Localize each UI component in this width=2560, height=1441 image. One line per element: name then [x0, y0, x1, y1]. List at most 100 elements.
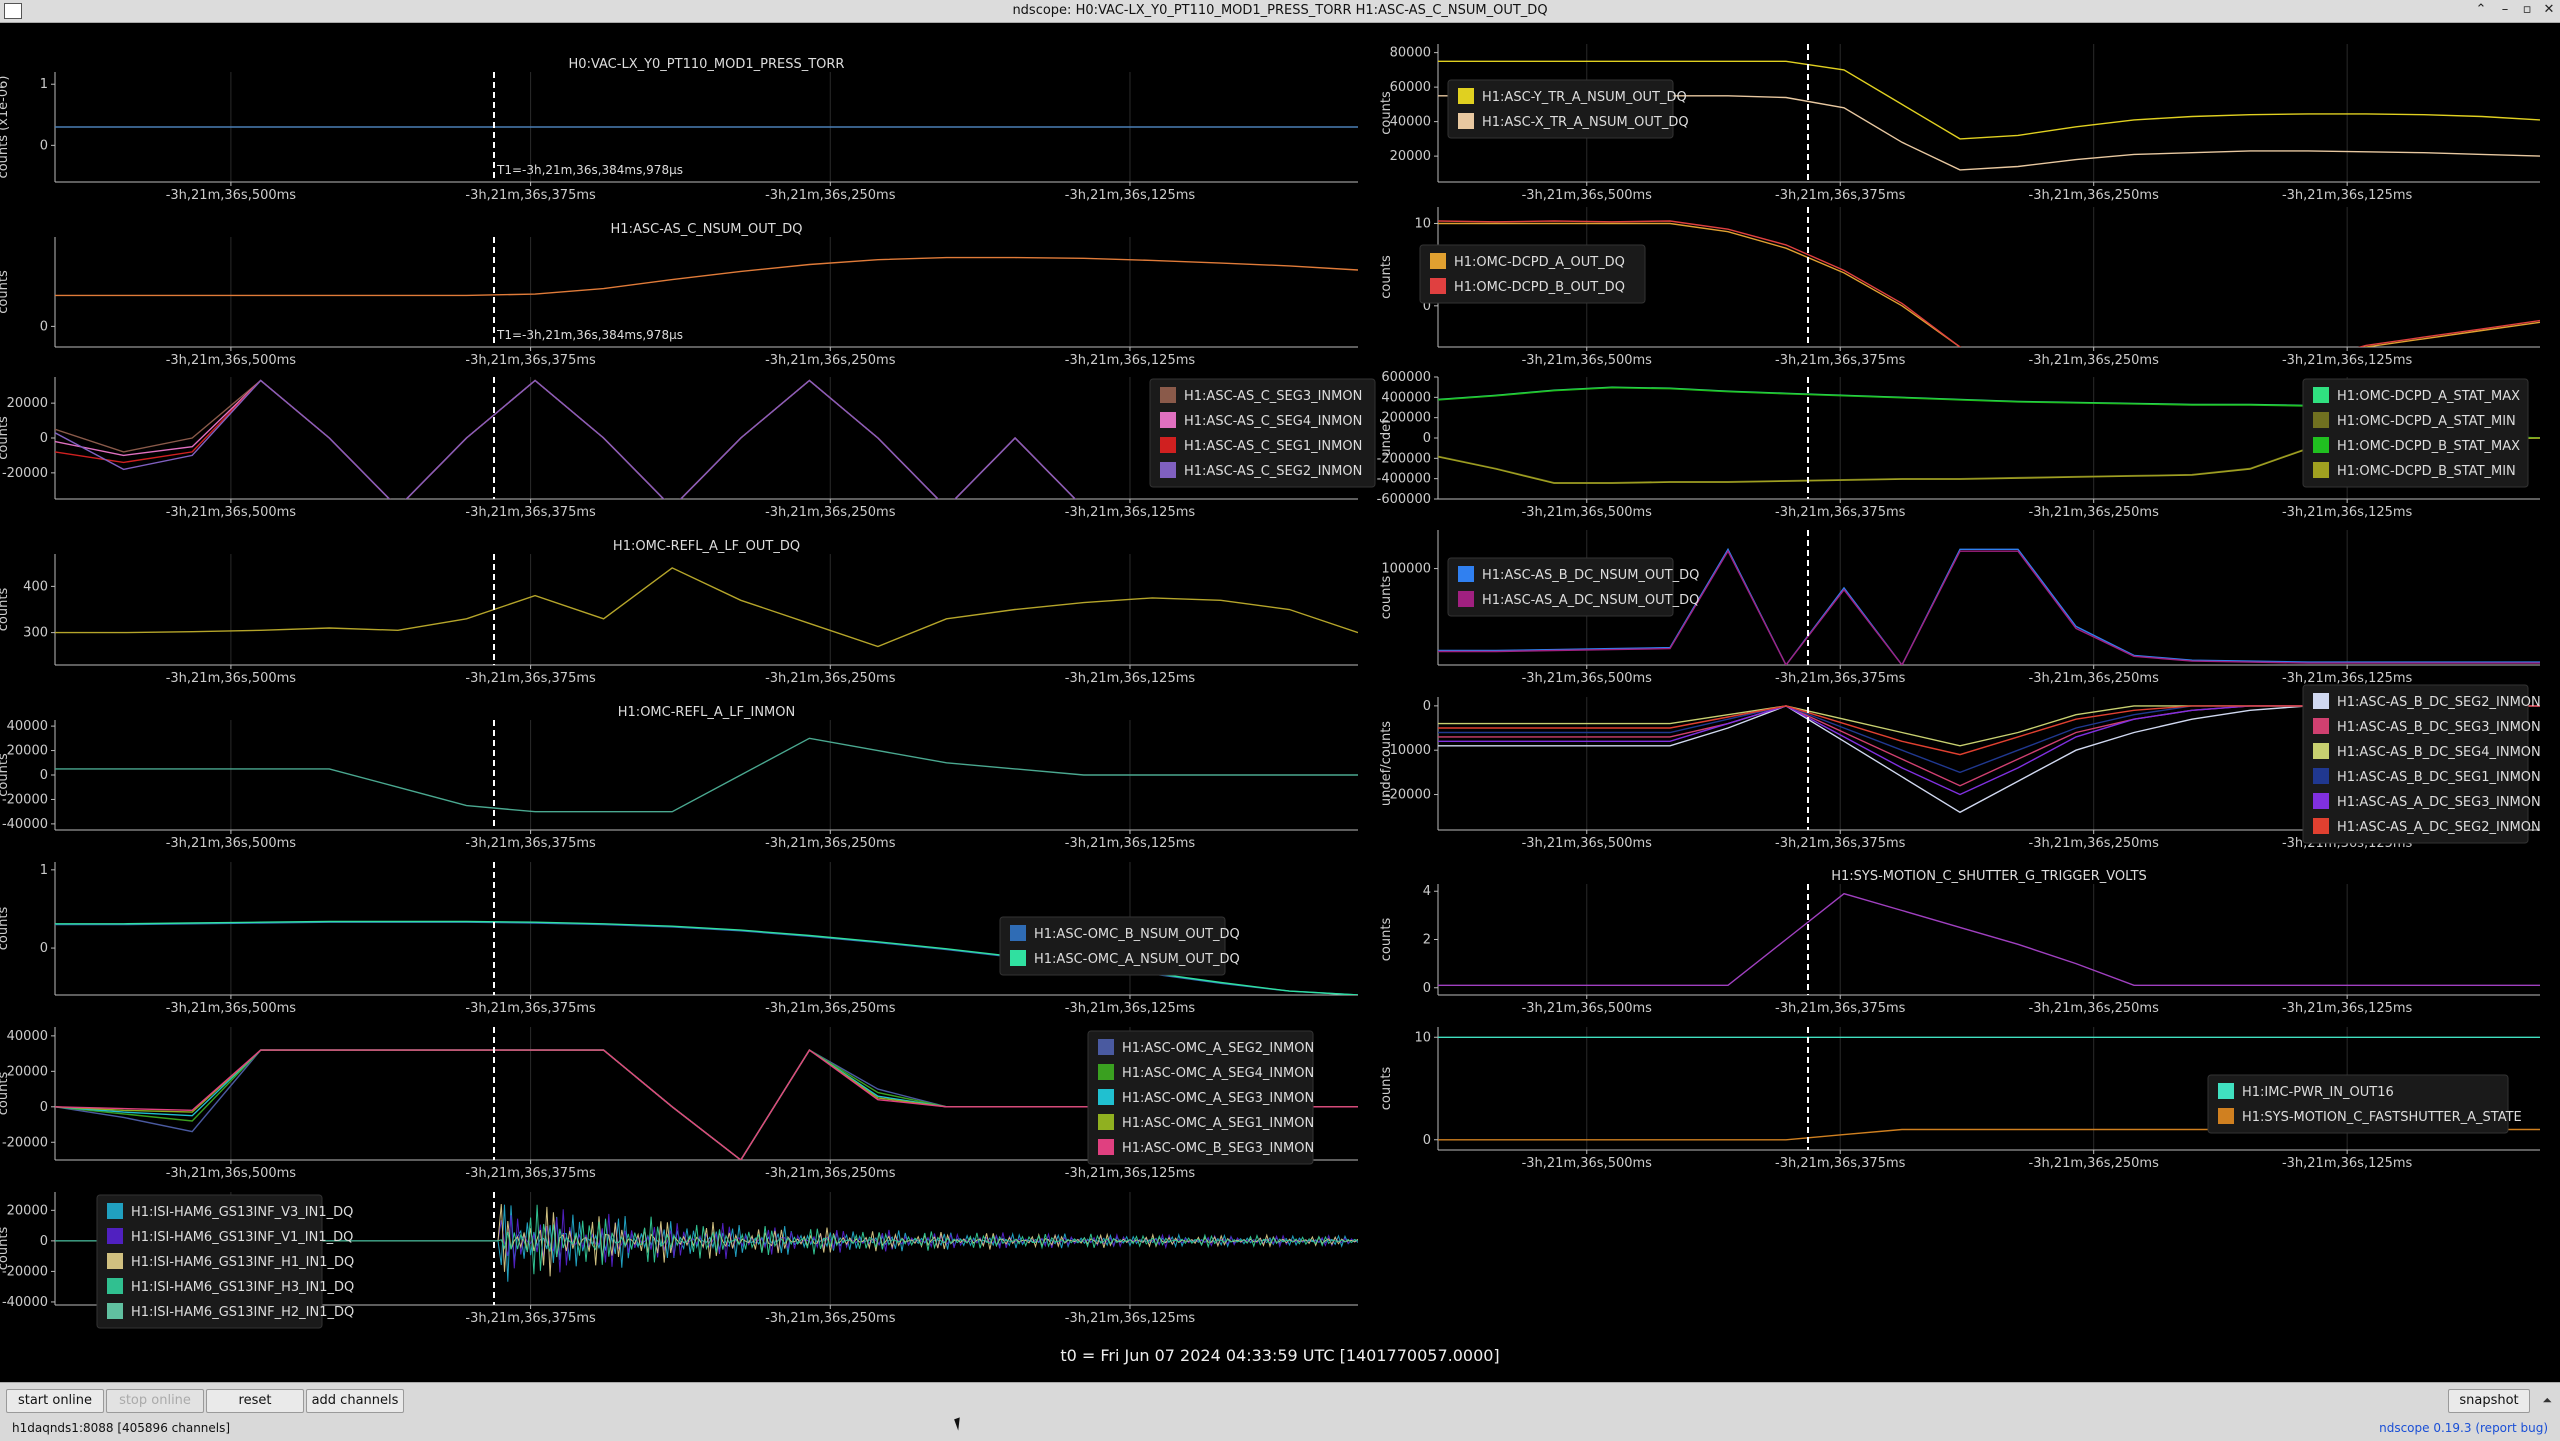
y-tick-label: 300 — [23, 626, 48, 641]
minimize-button[interactable]: – — [2501, 2, 2509, 17]
maximize-button[interactable]: ▫ — [2522, 2, 2532, 17]
plot-p4[interactable]: -3h,21m,36s,500ms -3h,21m,36s,375ms -3h,21… — [0, 539, 1358, 686]
y-tick-label: 10 — [1414, 216, 1431, 231]
legend[interactable]: H1:ASC-AS_B_DC_SEG2_INMON H1:ASC-AS_B_DC_… — [2302, 684, 2541, 844]
legend-entry: H1:ASC-OMC_A_SEG2_INMON — [1122, 1041, 1314, 1056]
series-line-0 — [1438, 222, 2540, 347]
x-tick-label: -3h,21m,36s,125ms — [1065, 353, 1196, 368]
plot-p13[interactable]: -3h,21m,36s,500ms -3h,21m,36s,375ms -3h,21… — [1379, 684, 2541, 851]
x-tick-label: -3h,21m,36s,375ms — [465, 1166, 596, 1181]
snapshot-button[interactable]: snapshot — [2448, 1389, 2530, 1413]
legend-swatch — [1430, 278, 1446, 294]
y-tick-label: -40000 — [2, 817, 48, 832]
plot-p1[interactable]: -3h,21m,36s,500ms -3h,21m,36s,375ms -3h,21… — [0, 57, 1358, 203]
legend[interactable]: H1:OMC-DCPD_A_OUT_DQ H1:OMC-DCPD_B_OUT_DQ — [1419, 244, 1646, 304]
plot-grid[interactable]: -3h,21m,36s,500ms -3h,21m,36s,375ms -3h,21… — [0, 22, 2560, 1382]
x-tick-label: -3h,21m,36s,500ms — [166, 353, 297, 368]
legend-box — [2302, 684, 2529, 844]
legend[interactable]: H1:ASC-OMC_B_NSUM_OUT_DQ H1:ASC-OMC_A_NSU… — [999, 916, 1240, 976]
x-tick-label: -3h,21m,36s,250ms — [2029, 505, 2160, 520]
legend-swatch — [2313, 743, 2329, 759]
y-tick-label: -40000 — [2, 1295, 48, 1310]
legend-entry: H1:ASC-AS_A_DC_SEG3_INMON — [2337, 795, 2541, 810]
legend-entry: H1:ASC-AS_B_DC_SEG3_INMON — [2337, 720, 2541, 735]
legend-entry: H1:IMC-PWR_IN_OUT16 — [2242, 1085, 2394, 1100]
plot-p12[interactable]: -3h,21m,36s,500ms -3h,21m,36s,375ms -3h,21… — [1379, 530, 2540, 686]
app-icon — [4, 3, 22, 19]
x-tick-label: -3h,21m,36s,250ms — [2029, 1001, 2160, 1016]
x-tick-label: -3h,21m,36s,125ms — [2282, 353, 2413, 368]
plot-p11[interactable]: -3h,21m,36s,500ms -3h,21m,36s,375ms -3h,21… — [1377, 370, 2540, 520]
plot-p5[interactable]: -3h,21m,36s,500ms -3h,21m,36s,375ms -3h,21… — [0, 705, 1358, 851]
series-line-0 — [1438, 60, 2540, 140]
series-line-1 — [1438, 220, 2540, 347]
close-button[interactable]: ✕ — [2543, 2, 2555, 17]
series-line-0 — [55, 256, 1358, 297]
legend[interactable]: H1:ISI-HAM6_GS13INF_V3_IN1_DQ H1:ISI-HAM6… — [96, 1194, 354, 1329]
y-tick-label: 10 — [1414, 1030, 1431, 1045]
scroll-up-icon[interactable]: ⏶ — [2542, 1393, 2552, 1407]
legend-entry: H1:ISI-HAM6_GS13INF_V1_IN1_DQ — [131, 1230, 353, 1245]
x-tick-label: -3h,21m,36s,250ms — [765, 671, 896, 686]
plot-p7[interactable]: -3h,21m,36s,500ms -3h,21m,36s,375ms -3h,21… — [0, 1027, 1358, 1181]
plot-p6[interactable]: -3h,21m,36s,500ms -3h,21m,36s,375ms -3h,21… — [0, 862, 1358, 1016]
legend[interactable]: H1:ASC-AS_C_SEG3_INMON H1:ASC-AS_C_SEG4_I… — [1149, 378, 1376, 488]
y-axis-label: counts — [0, 1227, 11, 1271]
plot-p15[interactable]: -3h,21m,36s,500ms -3h,21m,36s,375ms -3h,21… — [1379, 1027, 2540, 1171]
legend-swatch — [1098, 1064, 1114, 1080]
y-tick-label: 20000 — [7, 396, 48, 411]
plot-p9[interactable]: -3h,21m,36s,500ms -3h,21m,36s,375ms -3h,21… — [1379, 44, 2540, 203]
y-axis-label: undef/counts — [1379, 721, 1394, 806]
version-status[interactable]: ndscope 0.19.3 (report bug) — [2379, 1421, 2548, 1435]
legend-entry: H1:SYS-MOTION_C_FASTSHUTTER_A_STATE — [2242, 1110, 2522, 1125]
x-tick-label: -3h,21m,36s,500ms — [1522, 188, 1653, 203]
legend-swatch — [2313, 387, 2329, 403]
x-tick-label: -3h,21m,36s,500ms — [1522, 836, 1653, 851]
y-axis-label: counts (x1e-06) — [0, 76, 11, 179]
legend-swatch — [1430, 253, 1446, 269]
shade-button[interactable]: ⌃ — [2475, 2, 2487, 17]
legend-swatch — [2313, 412, 2329, 428]
x-tick-label: -3h,21m,36s,500ms — [166, 188, 297, 203]
version-link[interactable]: ndscope 0.19.3 — [2379, 1421, 2472, 1435]
legend-swatch — [1010, 925, 1026, 941]
plot-p3[interactable]: -3h,21m,36s,500ms -3h,21m,36s,375ms -3h,21… — [0, 377, 1376, 520]
plot-p14[interactable]: -3h,21m,36s,500ms -3h,21m,36s,375ms -3h,21… — [1379, 869, 2540, 1016]
legend[interactable]: H1:OMC-DCPD_A_STAT_MAX H1:OMC-DCPD_A_STAT… — [2302, 378, 2529, 488]
legend-box — [2207, 1074, 2509, 1134]
legend[interactable]: H1:ASC-Y_TR_A_NSUM_OUT_DQ H1:ASC-X_TR_A_N… — [1447, 79, 1689, 139]
legend[interactable]: H1:ASC-AS_B_DC_NSUM_OUT_DQ H1:ASC-AS_A_DC… — [1447, 557, 1699, 617]
legend-entry: H1:OMC-DCPD_A_STAT_MAX — [2337, 389, 2520, 404]
x-tick-label: -3h,21m,36s,250ms — [2029, 836, 2160, 851]
plot-p2[interactable]: -3h,21m,36s,500ms -3h,21m,36s,375ms -3h,21… — [0, 222, 1358, 368]
legend-entry: H1:ASC-AS_B_DC_SEG2_INMON — [2337, 695, 2541, 710]
y-tick-label: 0 — [1423, 1133, 1431, 1148]
y-tick-label: 0 — [1423, 981, 1431, 996]
x-tick-label: -3h,21m,36s,375ms — [465, 671, 596, 686]
legend-entry: H1:ASC-Y_TR_A_NSUM_OUT_DQ — [1482, 90, 1687, 105]
plot-p8[interactable]: -3h,21m,36s,500ms-3h,21m,36s,375ms-3h,21… — [0, 1192, 1358, 1329]
reset-button[interactable]: reset — [206, 1389, 304, 1413]
y-tick-label: 400000 — [1381, 390, 1431, 405]
legend-swatch — [107, 1278, 123, 1294]
legend-entry: H1:ASC-AS_B_DC_SEG1_INMON — [2337, 770, 2541, 785]
legend-entry: H1:ASC-AS_C_SEG1_INMON — [1184, 439, 1362, 454]
report-bug-link[interactable]: (report bug) — [2475, 1421, 2548, 1435]
legend-swatch — [2313, 693, 2329, 709]
legend-box — [2302, 378, 2529, 488]
series-line-0 — [55, 737, 1358, 813]
y-axis-label: counts — [1379, 1067, 1394, 1111]
start-online-button[interactable]: start online — [6, 1389, 104, 1413]
x-tick-label: -3h,21m,36s,375ms — [1775, 505, 1906, 520]
y-tick-label: 0 — [1423, 299, 1431, 314]
legend[interactable]: H1:ASC-OMC_A_SEG2_INMON H1:ASC-OMC_A_SEG4… — [1087, 1030, 1314, 1165]
series-line-3 — [55, 379, 1077, 499]
y-tick-label: 20000 — [7, 1064, 48, 1079]
plot-p10[interactable]: -3h,21m,36s,500ms -3h,21m,36s,375ms -3h,21… — [1379, 207, 2540, 388]
server-status: h1daqnds1:8088 [405896 channels] — [12, 1421, 231, 1435]
series-line-1 — [1438, 549, 2540, 665]
y-axis-label: counts — [0, 270, 11, 314]
x-tick-label: -3h,21m,36s,125ms — [1065, 1166, 1196, 1181]
legend[interactable]: H1:IMC-PWR_IN_OUT16 H1:SYS-MOTION_C_FASTS… — [2207, 1074, 2522, 1134]
add-channels-button[interactable]: add channels — [306, 1389, 404, 1413]
